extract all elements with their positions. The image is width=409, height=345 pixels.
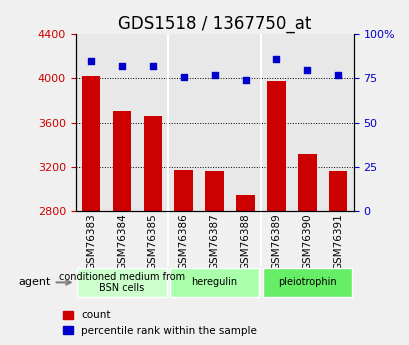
- FancyBboxPatch shape: [169, 267, 259, 297]
- Point: [118, 63, 125, 69]
- Point: [88, 58, 94, 63]
- Bar: [112, 111, 131, 211]
- Text: GSM76384: GSM76384: [117, 214, 127, 270]
- Bar: [205, 171, 223, 211]
- Bar: [82, 76, 100, 211]
- Text: GSM76387: GSM76387: [209, 214, 219, 270]
- Text: GSM76386: GSM76386: [178, 214, 188, 270]
- Point: [211, 72, 218, 78]
- Text: agent: agent: [18, 277, 70, 287]
- Text: pleiotrophin: pleiotrophin: [277, 277, 336, 287]
- Text: GSM76391: GSM76391: [333, 214, 342, 270]
- Point: [272, 56, 279, 62]
- FancyBboxPatch shape: [262, 267, 351, 297]
- Text: GSM76390: GSM76390: [301, 214, 312, 270]
- Bar: [267, 81, 285, 211]
- Text: conditioned medium from
BSN cells: conditioned medium from BSN cells: [59, 272, 184, 293]
- Text: GSM76385: GSM76385: [148, 214, 157, 270]
- Bar: [174, 170, 193, 211]
- Bar: [297, 155, 316, 211]
- Text: heregulin: heregulin: [191, 277, 237, 287]
- FancyBboxPatch shape: [77, 267, 166, 297]
- Bar: [143, 116, 162, 211]
- Legend: count, percentile rank within the sample: count, percentile rank within the sample: [58, 306, 261, 340]
- Bar: [236, 195, 254, 211]
- Title: GDS1518 / 1367750_at: GDS1518 / 1367750_at: [118, 15, 310, 33]
- Point: [180, 74, 187, 79]
- Point: [149, 63, 156, 69]
- Point: [334, 72, 341, 78]
- Text: GSM76388: GSM76388: [240, 214, 250, 270]
- Point: [303, 67, 310, 72]
- Point: [242, 77, 248, 83]
- Bar: [328, 171, 346, 211]
- Text: GSM76383: GSM76383: [86, 214, 96, 270]
- Text: GSM76389: GSM76389: [271, 214, 281, 270]
